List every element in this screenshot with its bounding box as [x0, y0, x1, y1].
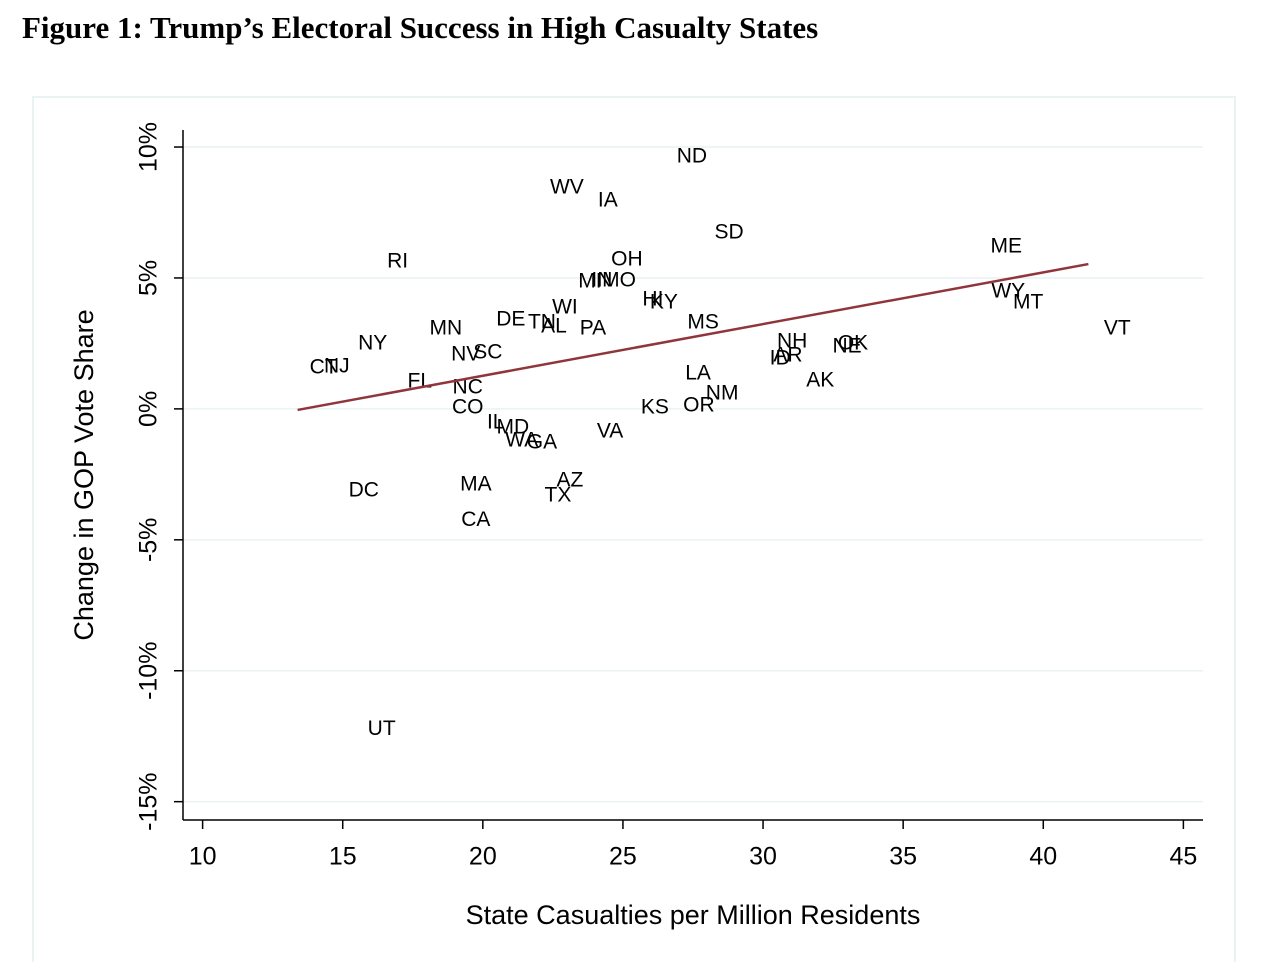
state-point: MS: [687, 311, 719, 334]
state-point: ME: [991, 235, 1023, 258]
state-point: ID: [770, 346, 791, 369]
state-point: WA: [505, 428, 538, 451]
state-point: NM: [706, 382, 739, 405]
y-tick-label: -15%: [135, 772, 163, 830]
x-tick-label: 15: [329, 843, 357, 871]
state-point: VA: [597, 419, 623, 442]
state-point: RI: [387, 250, 408, 273]
y-tick-label: 5%: [135, 260, 163, 296]
state-point: MT: [1013, 290, 1043, 313]
state-point: IA: [598, 189, 618, 212]
x-tick-label: 40: [1029, 843, 1057, 871]
state-point: LA: [685, 361, 711, 384]
state-point: WI: [552, 296, 578, 319]
state-point: MI: [578, 269, 601, 292]
state-point: GA: [527, 430, 557, 453]
state-point: SD: [715, 220, 744, 243]
state-point: NH: [777, 329, 807, 352]
state-point: ND: [677, 145, 707, 168]
fit-line: [297, 262, 1089, 412]
x-axis-label: State Casualties per Million Residents: [466, 900, 921, 930]
plot-frame: [32, 96, 1236, 962]
state-point: TN: [528, 311, 556, 334]
state-point: IN: [591, 268, 612, 291]
state-point: AL: [541, 314, 567, 337]
state-point: AK: [806, 368, 834, 391]
state-point: CA: [461, 508, 490, 531]
state-point: MA: [460, 472, 492, 495]
state-point: KS: [641, 395, 669, 418]
state-point: SC: [473, 340, 502, 363]
state-point: UT: [368, 717, 396, 740]
state-point: OH: [611, 247, 643, 270]
y-tick-label: 0%: [135, 391, 163, 427]
state-point: OR: [683, 394, 715, 417]
x-tick-label: 45: [1169, 843, 1197, 871]
x-tick-label: 30: [749, 843, 777, 871]
state-point: DE: [496, 307, 525, 330]
state-point: HI: [642, 287, 663, 310]
state-point: MD: [496, 416, 529, 439]
y-tick-label: -10%: [135, 642, 163, 700]
y-tick-label: 10%: [135, 122, 163, 172]
state-point: NC: [453, 375, 483, 398]
x-tick-label: 35: [889, 843, 917, 871]
state-point: MN: [430, 317, 463, 340]
state-point: CO: [452, 395, 484, 418]
x-tick-label: 25: [609, 843, 637, 871]
state-point: WY: [991, 279, 1025, 302]
state-point: NY: [358, 331, 387, 354]
state-point: CT: [310, 356, 338, 379]
chart-title: Figure 1: Trump’s Electoral Success in H…: [22, 10, 818, 45]
y-axis-label: Change in GOP Vote Share: [69, 309, 99, 640]
state-point: TX: [545, 483, 572, 506]
state-point: NE: [833, 334, 862, 357]
state-point: PA: [580, 317, 606, 340]
state-point: MO: [602, 268, 636, 291]
state-point: AZ: [557, 468, 584, 491]
state-point: OK: [838, 331, 868, 354]
state-point: VT: [1104, 317, 1131, 340]
x-tick-label: 20: [469, 843, 497, 871]
state-point: IL: [487, 410, 505, 433]
x-tick-label: 10: [189, 843, 217, 871]
state-point: KY: [650, 290, 678, 313]
y-tick-label: -5%: [135, 518, 163, 562]
state-point: WV: [550, 175, 584, 198]
state-point: NV: [451, 342, 480, 365]
state-point: AR: [773, 344, 802, 367]
state-point: DC: [349, 478, 379, 501]
state-point: NJ: [324, 355, 350, 378]
